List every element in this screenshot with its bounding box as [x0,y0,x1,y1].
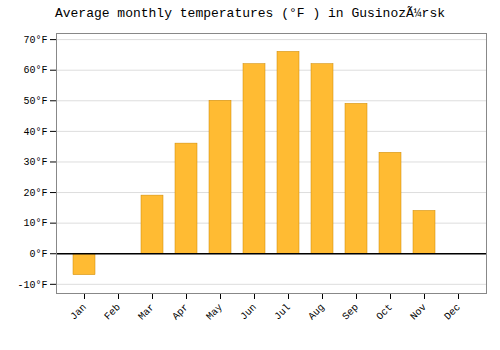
svg-text:50°F: 50°F [23,96,47,107]
html-text:Average monthly temperatures (: Average monthly temperatures (°F ) in Gu… [55,6,445,21]
svg-text:70°F: 70°F [23,35,47,46]
svg-text:20°F: 20°F [23,188,47,199]
svg-text:Oct: Oct [374,302,395,323]
svg-text:May: May [204,302,225,323]
svg-text:Aug: Aug [306,302,327,323]
svg-text:60°F: 60°F [23,65,47,76]
svg-text:40°F: 40°F [23,127,47,138]
svg-text:Feb: Feb [102,302,123,323]
svg-text:10°F: 10°F [23,218,47,229]
svg-text:Apr: Apr [170,302,191,323]
svg-text:-10°F: -10°F [17,280,47,291]
svg-text:Jan: Jan [68,302,89,323]
svg-text:Nov: Nov [408,302,429,323]
svg-text:Dec: Dec [442,302,463,323]
svg-text:Sep: Sep [340,302,361,323]
svg-text:30°F: 30°F [23,157,47,168]
svg-text:Mar: Mar [136,302,157,323]
svg-text:0°F: 0°F [29,249,47,260]
svg-text:Jun: Jun [238,302,259,323]
svg-text:Jul: Jul [272,302,293,323]
